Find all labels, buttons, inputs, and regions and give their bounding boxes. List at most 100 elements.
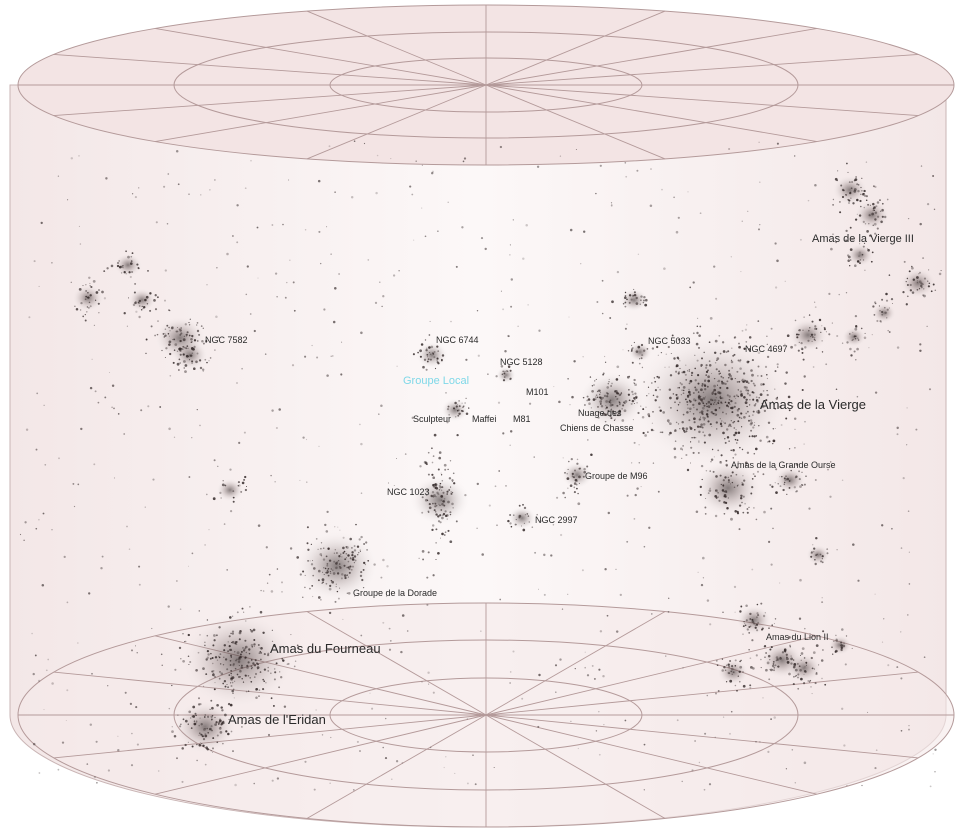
galaxy-dot: [432, 476, 435, 479]
galaxy-dot: [752, 399, 754, 401]
galaxy-dot: [90, 305, 92, 307]
galaxy-dot: [574, 470, 576, 472]
galaxy-dot: [502, 370, 504, 372]
galaxy-dot: [773, 440, 776, 443]
galaxy-dot: [640, 304, 641, 305]
galaxy-dot: [812, 341, 813, 342]
galaxy-dot: [933, 753, 934, 754]
galaxy-dot: [360, 550, 361, 551]
galaxy-dot: [253, 639, 255, 641]
galaxy-dot: [709, 341, 711, 343]
galaxy-dot: [875, 303, 876, 304]
galaxy-dot: [801, 484, 803, 486]
galaxy-dot: [709, 489, 712, 492]
galaxy-dot: [167, 223, 169, 225]
galaxy-dot: [220, 727, 221, 728]
galaxy-dot: [321, 582, 323, 584]
galaxy-dot: [631, 462, 632, 463]
galaxy-dot: [438, 520, 440, 522]
galaxy-dot: [924, 278, 926, 280]
galaxy-dot: [735, 378, 736, 379]
galaxy-dot: [766, 374, 768, 376]
galaxy-dot: [767, 751, 769, 753]
galaxy-dot: [745, 401, 748, 404]
galaxy-dot: [425, 349, 427, 351]
cluster-glow: [180, 611, 296, 710]
galaxy-dot: [636, 487, 638, 489]
galaxy-dot: [212, 747, 214, 749]
galaxy-dot: [267, 583, 268, 584]
galaxy-dot: [119, 266, 122, 269]
galaxy-dot: [121, 272, 122, 273]
label-ngc7582: NGC 7582: [205, 335, 248, 345]
galaxy-dot: [131, 649, 133, 651]
galaxy-dot: [650, 168, 652, 170]
galaxy-dot: [718, 690, 720, 692]
galaxy-dot: [714, 393, 716, 395]
galaxy-dot: [803, 682, 805, 684]
galaxy-dot: [639, 462, 641, 464]
galaxy-dot: [366, 549, 368, 551]
galaxy-dot: [342, 552, 344, 554]
galaxy-dot: [662, 411, 665, 414]
galaxy-dot: [437, 360, 438, 361]
galaxy-dot: [515, 524, 516, 525]
galaxy-dot: [644, 546, 646, 548]
galaxy-dot: [232, 676, 235, 679]
galaxy-dot: [713, 385, 716, 388]
galaxy-dot: [722, 432, 725, 435]
galaxy-dot: [89, 294, 91, 296]
galaxy-dot: [606, 386, 609, 389]
galaxy-dot: [637, 412, 639, 414]
galaxy-dot: [579, 483, 580, 484]
galaxy-dot: [790, 662, 792, 664]
galaxy-dot: [456, 266, 458, 268]
galaxy-dot: [322, 572, 323, 573]
galaxy-dot: [213, 634, 216, 637]
galaxy-dot: [240, 666, 242, 668]
galaxy-dot: [186, 334, 188, 336]
galaxy-dot: [753, 383, 755, 385]
galaxy-dot: [173, 338, 175, 340]
galaxy-dot: [840, 185, 842, 187]
galaxy-dot: [349, 538, 352, 541]
galaxy-dot: [740, 359, 742, 361]
galaxy-dot: [804, 762, 807, 765]
galaxy-dot: [207, 650, 209, 652]
galaxy-dot: [836, 549, 837, 550]
galaxy-dot: [587, 439, 589, 441]
galaxy-dot: [616, 378, 619, 381]
galaxy-dot: [390, 640, 392, 642]
galaxy-dot: [824, 684, 826, 686]
galaxy-dot: [134, 302, 137, 305]
galaxy-dot: [123, 433, 125, 435]
galaxy-dot: [538, 589, 539, 590]
galaxy-dot: [299, 480, 300, 481]
galaxy-dot: [441, 517, 444, 520]
galaxy-dot: [202, 735, 204, 737]
galaxy-dot: [330, 783, 331, 784]
galaxy-dot: [884, 216, 886, 218]
galaxy-dot: [203, 738, 205, 740]
galaxy-dot: [396, 458, 397, 459]
galaxy-dot: [833, 641, 834, 642]
galaxy-dot: [139, 305, 141, 307]
galaxy-dot: [892, 303, 893, 304]
galaxy-dot: [190, 717, 191, 718]
galaxy-dot: [184, 336, 185, 337]
galaxy-dot: [775, 286, 777, 288]
galaxy-dot: [715, 692, 717, 694]
galaxy-dot: [721, 382, 724, 385]
galaxy-dot: [117, 265, 119, 267]
galaxy-dot: [357, 546, 359, 548]
galaxy-dot: [687, 404, 688, 405]
galaxy-dot: [794, 155, 795, 156]
galaxy-dot: [325, 572, 326, 573]
galaxy-dot: [433, 356, 435, 358]
galaxy-dot: [525, 514, 526, 515]
galaxy-dot: [886, 317, 887, 318]
galaxy-dot: [875, 594, 876, 595]
galaxy-dot: [779, 476, 780, 477]
galaxy-dot: [204, 645, 206, 647]
galaxy-dot: [306, 439, 307, 440]
